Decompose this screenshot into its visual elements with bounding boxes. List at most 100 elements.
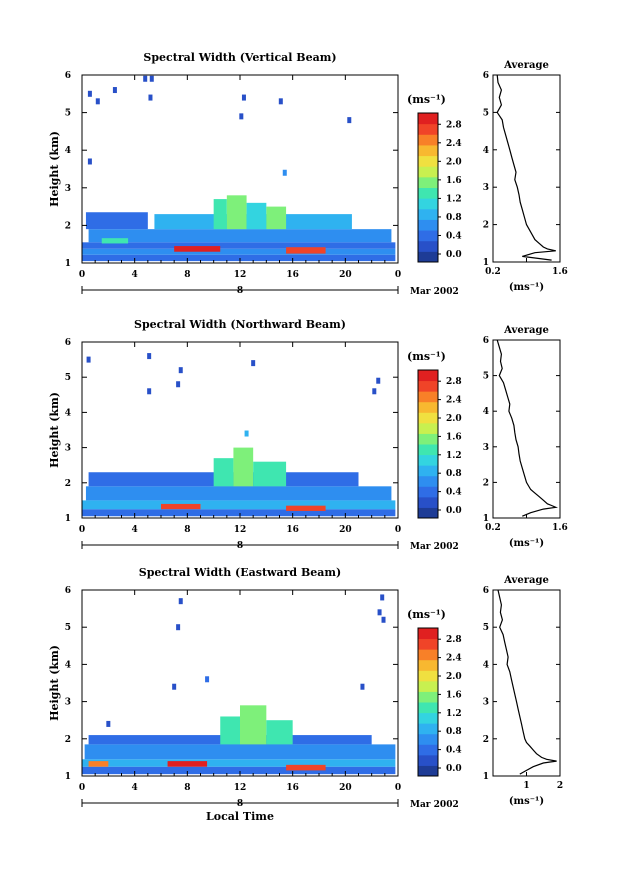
colorbar-cell: [418, 113, 438, 125]
heatmap-speck: [95, 98, 100, 105]
colorbar-cell: [418, 433, 438, 445]
colorbar-cell: [418, 765, 438, 777]
colorbar-cell: [418, 240, 438, 252]
heatmap-speck: [239, 113, 244, 120]
colorbar-tick-label: 2.8: [446, 120, 462, 130]
colorbar-tick-label: 1.2: [446, 194, 462, 204]
x-tick-label: 4: [132, 270, 138, 280]
colorbar-tick-label: 0.4: [446, 488, 462, 498]
colorbar-unit: (ms⁻¹): [407, 93, 446, 106]
heatmap-speck: [381, 616, 386, 623]
average-y-tick-label: 6: [483, 586, 489, 596]
heatmap-cell: [174, 246, 221, 252]
month-label: Mar 2002: [410, 800, 459, 810]
day-label: 8: [237, 541, 243, 551]
colorbar-cell: [418, 166, 438, 178]
colorbar-tick-label: 2.0: [446, 672, 462, 682]
heatmap-cell: [213, 458, 234, 487]
y-tick-label: 4: [65, 146, 71, 156]
colorbar-cell: [418, 465, 438, 477]
colorbar-tick-label: 0.8: [446, 469, 462, 479]
heatmap-cell: [161, 503, 201, 510]
average-profile-line: [496, 74, 556, 261]
colorbar-cell: [418, 680, 438, 692]
x-tick-label: 0: [395, 525, 401, 535]
panel-title: Spectral Width (Vertical Beam): [143, 51, 336, 64]
y-tick-label: 4: [65, 660, 71, 670]
x-tick-label: 12: [234, 525, 247, 535]
colorbar-tick-label: 1.6: [446, 690, 462, 700]
heatmap-cell: [286, 505, 326, 511]
heatmap-speck: [372, 388, 377, 395]
y-tick-label: 2: [65, 221, 71, 231]
heatmap-speck: [282, 169, 287, 176]
x-tick-label: 20: [339, 270, 352, 280]
average-profile-line: [496, 339, 558, 517]
heatmap-speck: [176, 381, 181, 388]
colorbar-cell: [418, 723, 438, 735]
colorbar-cell: [418, 659, 438, 671]
average-y-tick-label: 6: [483, 336, 489, 346]
average-y-tick-label: 1: [483, 772, 489, 782]
colorbar-tick-label: 0.0: [446, 506, 462, 516]
average-title: Average: [503, 575, 549, 586]
heatmap-cells: [82, 594, 396, 775]
y-tick-label: 3: [65, 698, 71, 708]
heatmap-speck: [347, 117, 352, 124]
colorbar-cell: [418, 208, 438, 220]
colorbar-cell: [418, 702, 438, 714]
colorbar-cell: [418, 370, 438, 382]
y-axis-label: Height (km): [48, 645, 61, 721]
heatmap-cell: [85, 486, 392, 501]
heatmap-cell: [101, 238, 129, 244]
day-label: 8: [237, 799, 243, 809]
average-y-tick-label: 3: [483, 443, 489, 453]
heatmap-speck: [149, 75, 154, 82]
heatmap-cells: [82, 75, 396, 262]
x-tick-label: 4: [132, 525, 138, 535]
average-y-tick-label: 5: [483, 372, 489, 382]
heatmap-speck: [241, 94, 246, 101]
heatmap-cell: [85, 212, 148, 230]
x-tick-label: 12: [234, 270, 247, 280]
x-tick-label: 8: [184, 783, 190, 793]
colorbar-tick-label: 0.4: [446, 231, 462, 241]
colorbar-unit: (ms⁻¹): [407, 608, 446, 621]
colorbar-cell: [418, 422, 438, 434]
heatmap-speck: [380, 594, 385, 601]
heatmap-cell: [266, 206, 287, 230]
average-y-tick-label: 4: [483, 660, 489, 670]
month-label: Mar 2002: [410, 542, 459, 552]
colorbar-cell: [418, 712, 438, 724]
heatmap-cells: [82, 353, 396, 517]
x-tick-label: 4: [132, 783, 138, 793]
colorbar-frame: [417, 627, 439, 777]
heatmap-speck: [112, 87, 117, 94]
y-tick-label: 5: [65, 109, 71, 119]
colorbar-tick-label: 2.0: [446, 157, 462, 167]
y-tick-label: 4: [65, 408, 71, 418]
colorbar-cell: [418, 638, 438, 650]
average-x-tick-label: 1: [523, 781, 529, 791]
average-y-tick-label: 4: [483, 407, 489, 417]
y-tick-label: 6: [65, 71, 71, 81]
heatmap-cell: [286, 247, 326, 254]
colorbar-cell: [418, 744, 438, 756]
x-tick-label: 16: [286, 783, 299, 793]
colorbar-tick-label: 0.0: [446, 250, 462, 260]
heatmap-speck: [86, 356, 91, 363]
average-title: Average: [503, 325, 549, 336]
average-x-tick-label: 1.6: [552, 523, 568, 533]
heatmap-cell: [286, 764, 326, 771]
colorbar-cell: [418, 198, 438, 210]
colorbar-cell: [418, 219, 438, 231]
heatmap-cell: [82, 500, 396, 510]
day-label: 8: [237, 286, 243, 296]
y-axis-label: Height (km): [48, 392, 61, 468]
colorbar-tick-label: 0.8: [446, 213, 462, 223]
heatmap-speck: [106, 720, 111, 727]
x-tick-label: 0: [79, 525, 85, 535]
y-tick-label: 2: [65, 735, 71, 745]
average-y-tick-label: 5: [483, 623, 489, 633]
